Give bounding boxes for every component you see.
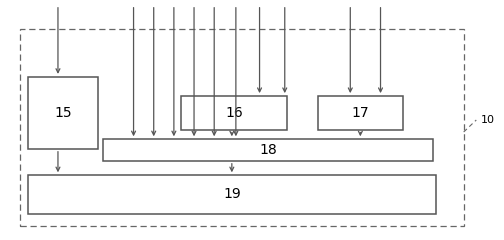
Bar: [20, 29, 464, 226]
Bar: [103, 139, 433, 161]
Text: 16: 16: [225, 106, 243, 120]
Text: 19: 19: [223, 187, 241, 201]
Bar: [28, 175, 436, 214]
Bar: [181, 96, 287, 130]
Text: 15: 15: [54, 106, 72, 120]
Text: 10: 10: [481, 115, 495, 125]
Text: 18: 18: [260, 143, 277, 157]
Bar: [28, 77, 98, 149]
Text: 17: 17: [352, 106, 369, 120]
Bar: [318, 96, 403, 130]
